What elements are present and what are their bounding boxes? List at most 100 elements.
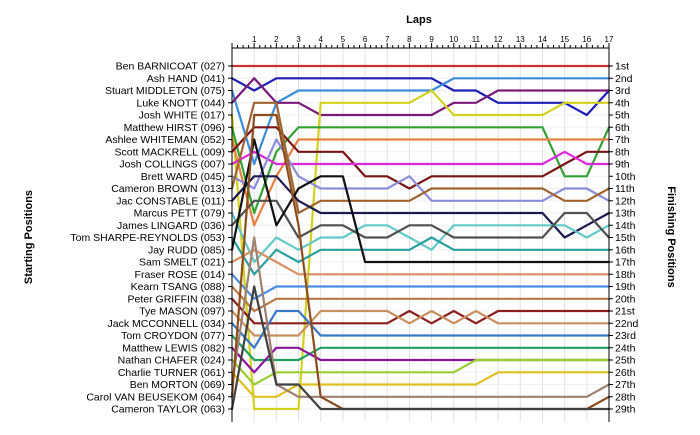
finishing-position-label: 14th xyxy=(615,220,636,232)
lap-tick-label: 10 xyxy=(449,35,458,44)
finishing-position-label: 6th xyxy=(615,122,630,134)
finishing-position-label: 10th xyxy=(615,171,636,183)
finishing-position-label: 16th xyxy=(615,244,636,256)
finishing-position-label: 12th xyxy=(615,195,636,207)
lap-tick-label: 16 xyxy=(582,35,591,44)
lap-tick-label: 17 xyxy=(605,35,614,44)
starting-position-label: Ben MORTON (069) xyxy=(130,379,225,391)
finishing-position-label: 17th xyxy=(615,257,636,269)
starting-position-label: Charlie TURNER (061) xyxy=(118,367,225,379)
finishing-position-label: 21st xyxy=(615,306,635,318)
starting-position-label: Tom CROYDON (077) xyxy=(121,330,225,342)
starting-position-label: Kearn TSANG (088) xyxy=(131,281,225,293)
series-line-8 xyxy=(230,126,611,190)
series-line-15 xyxy=(230,236,611,276)
starting-position-label: Sam SMELT (021) xyxy=(139,257,225,269)
lap-tick-label: 5 xyxy=(341,35,346,44)
series-line-10 xyxy=(230,138,611,202)
starting-position-label: Scott MACKRELL (009) xyxy=(115,146,226,158)
finishing-position-label: 20th xyxy=(615,293,636,305)
finishing-position-label: 9th xyxy=(615,159,630,171)
starting-position-label: Jack MCCONNELL (034) xyxy=(108,318,225,330)
series-line-7 xyxy=(230,138,611,227)
starting-position-label: Cameron BROWN (013) xyxy=(111,183,225,195)
starting-position-labels: Ben BARNICOAT (027)Ash HAND (041)Stuart … xyxy=(70,61,225,416)
starting-position-label: Ashlee WHITEMAN (052) xyxy=(105,134,225,146)
lap-tick-label: 13 xyxy=(516,35,525,44)
finishing-position-label: 18th xyxy=(615,269,636,281)
lap-tick-label: 4 xyxy=(318,35,323,44)
starting-position-label: Brett WARD (045) xyxy=(141,171,225,183)
starting-position-label: Fraser ROSE (014) xyxy=(135,269,225,281)
chart-title: Laps xyxy=(406,14,432,26)
finishing-position-label: 15th xyxy=(615,232,636,244)
lap-tick-label: 7 xyxy=(385,35,390,44)
series-lines xyxy=(230,64,611,411)
finishing-position-label: 23rd xyxy=(615,330,636,342)
finishing-position-label: 25th xyxy=(615,355,636,367)
finishing-position-labels: 1st2nd3rd4th5th6th7th8th9th10th11th12th1… xyxy=(615,61,639,416)
starting-position-label: Ben BARNICOAT (027) xyxy=(116,61,225,73)
finishing-position-label: 19th xyxy=(615,281,636,293)
series-line-4 xyxy=(230,77,611,117)
finishing-position-label: 29th xyxy=(615,404,636,416)
series-line-16 xyxy=(230,138,611,264)
series-line-27 xyxy=(230,236,611,398)
lap-axis: 1 2 3 4 5 6 7 8 9 10 11 12 13 14 15 16 17 xyxy=(228,35,614,422)
finishing-position-label: 28th xyxy=(615,391,636,403)
starting-position-label: Cameron TAYLOR (063) xyxy=(111,404,225,416)
finishing-position-label: 4th xyxy=(615,97,630,109)
finishing-position-label: 5th xyxy=(615,110,630,122)
series-line-5 xyxy=(230,89,611,411)
lap-tick-label: 14 xyxy=(538,35,547,44)
series-line-21 xyxy=(230,309,611,337)
starting-position-label: Matthew LEWIS (082) xyxy=(122,342,225,354)
lap-tick-label: 8 xyxy=(407,35,412,44)
finishing-position-label: 24th xyxy=(615,342,636,354)
series-line-29 xyxy=(230,285,611,411)
series-line-14 xyxy=(230,199,611,239)
starting-position-label: Matthew HIRST (096) xyxy=(124,122,225,134)
finishing-positions-axis-label: Finishing Positions xyxy=(665,186,677,287)
finishing-position-label: 2nd xyxy=(615,73,633,85)
series-line-17 xyxy=(230,248,611,276)
series-line-6 xyxy=(230,126,611,215)
grid xyxy=(231,48,610,422)
lap-tick-label: 9 xyxy=(429,35,434,44)
finishing-position-label: 11th xyxy=(615,183,635,195)
starting-position-label: Ash HAND (041) xyxy=(147,73,225,85)
starting-position-label: Tye MASON (097) xyxy=(139,306,225,318)
lap-tick-label: 6 xyxy=(363,35,368,44)
starting-position-label: Nathan CHAFER (024) xyxy=(118,355,225,367)
series-line-9 xyxy=(230,150,611,166)
finishing-position-label: 13th xyxy=(615,208,636,220)
starting-position-label: Stuart MIDDLETON (075) xyxy=(105,85,225,97)
series-line-2 xyxy=(230,77,611,117)
series-line-3 xyxy=(230,77,611,166)
starting-positions-axis-label: Starting Positions xyxy=(23,190,35,284)
lap-tick-label: 15 xyxy=(560,35,569,44)
starting-position-label: Josh WHITE (017) xyxy=(139,110,225,122)
starting-position-label: Jac CONSTABLE (011) xyxy=(116,195,225,207)
starting-position-label: Josh COLLINGS (007) xyxy=(119,159,225,171)
finishing-position-label: 3rd xyxy=(615,85,630,97)
finishing-position-label: 26th xyxy=(615,367,636,379)
starting-position-label: Carol VAN BEUSEKOM (064) xyxy=(86,391,225,403)
lap-tick-label: 3 xyxy=(296,35,301,44)
starting-position-label: Peter GRIFFIN (038) xyxy=(128,293,225,305)
starting-position-label: James LINGARD (036) xyxy=(117,220,225,232)
lap-tick-label: 12 xyxy=(494,35,503,44)
lap-tick-label: 1 xyxy=(252,35,257,44)
starting-position-label: Luke KNOTT (044) xyxy=(136,97,225,109)
series-line-23 xyxy=(230,334,611,362)
starting-position-label: Marcus PETT (079) xyxy=(134,208,225,220)
finishing-position-label: 27th xyxy=(615,379,636,391)
series-line-25 xyxy=(230,358,611,386)
finishing-position-label: 1st xyxy=(615,61,629,73)
lap-tick-label: 2 xyxy=(274,35,279,44)
starting-position-label: Tom SHARPE-REYNOLDS (053) xyxy=(70,232,225,244)
series-line-26 xyxy=(230,371,611,398)
finishing-position-label: 8th xyxy=(615,146,630,158)
series-line-19 xyxy=(230,285,611,313)
